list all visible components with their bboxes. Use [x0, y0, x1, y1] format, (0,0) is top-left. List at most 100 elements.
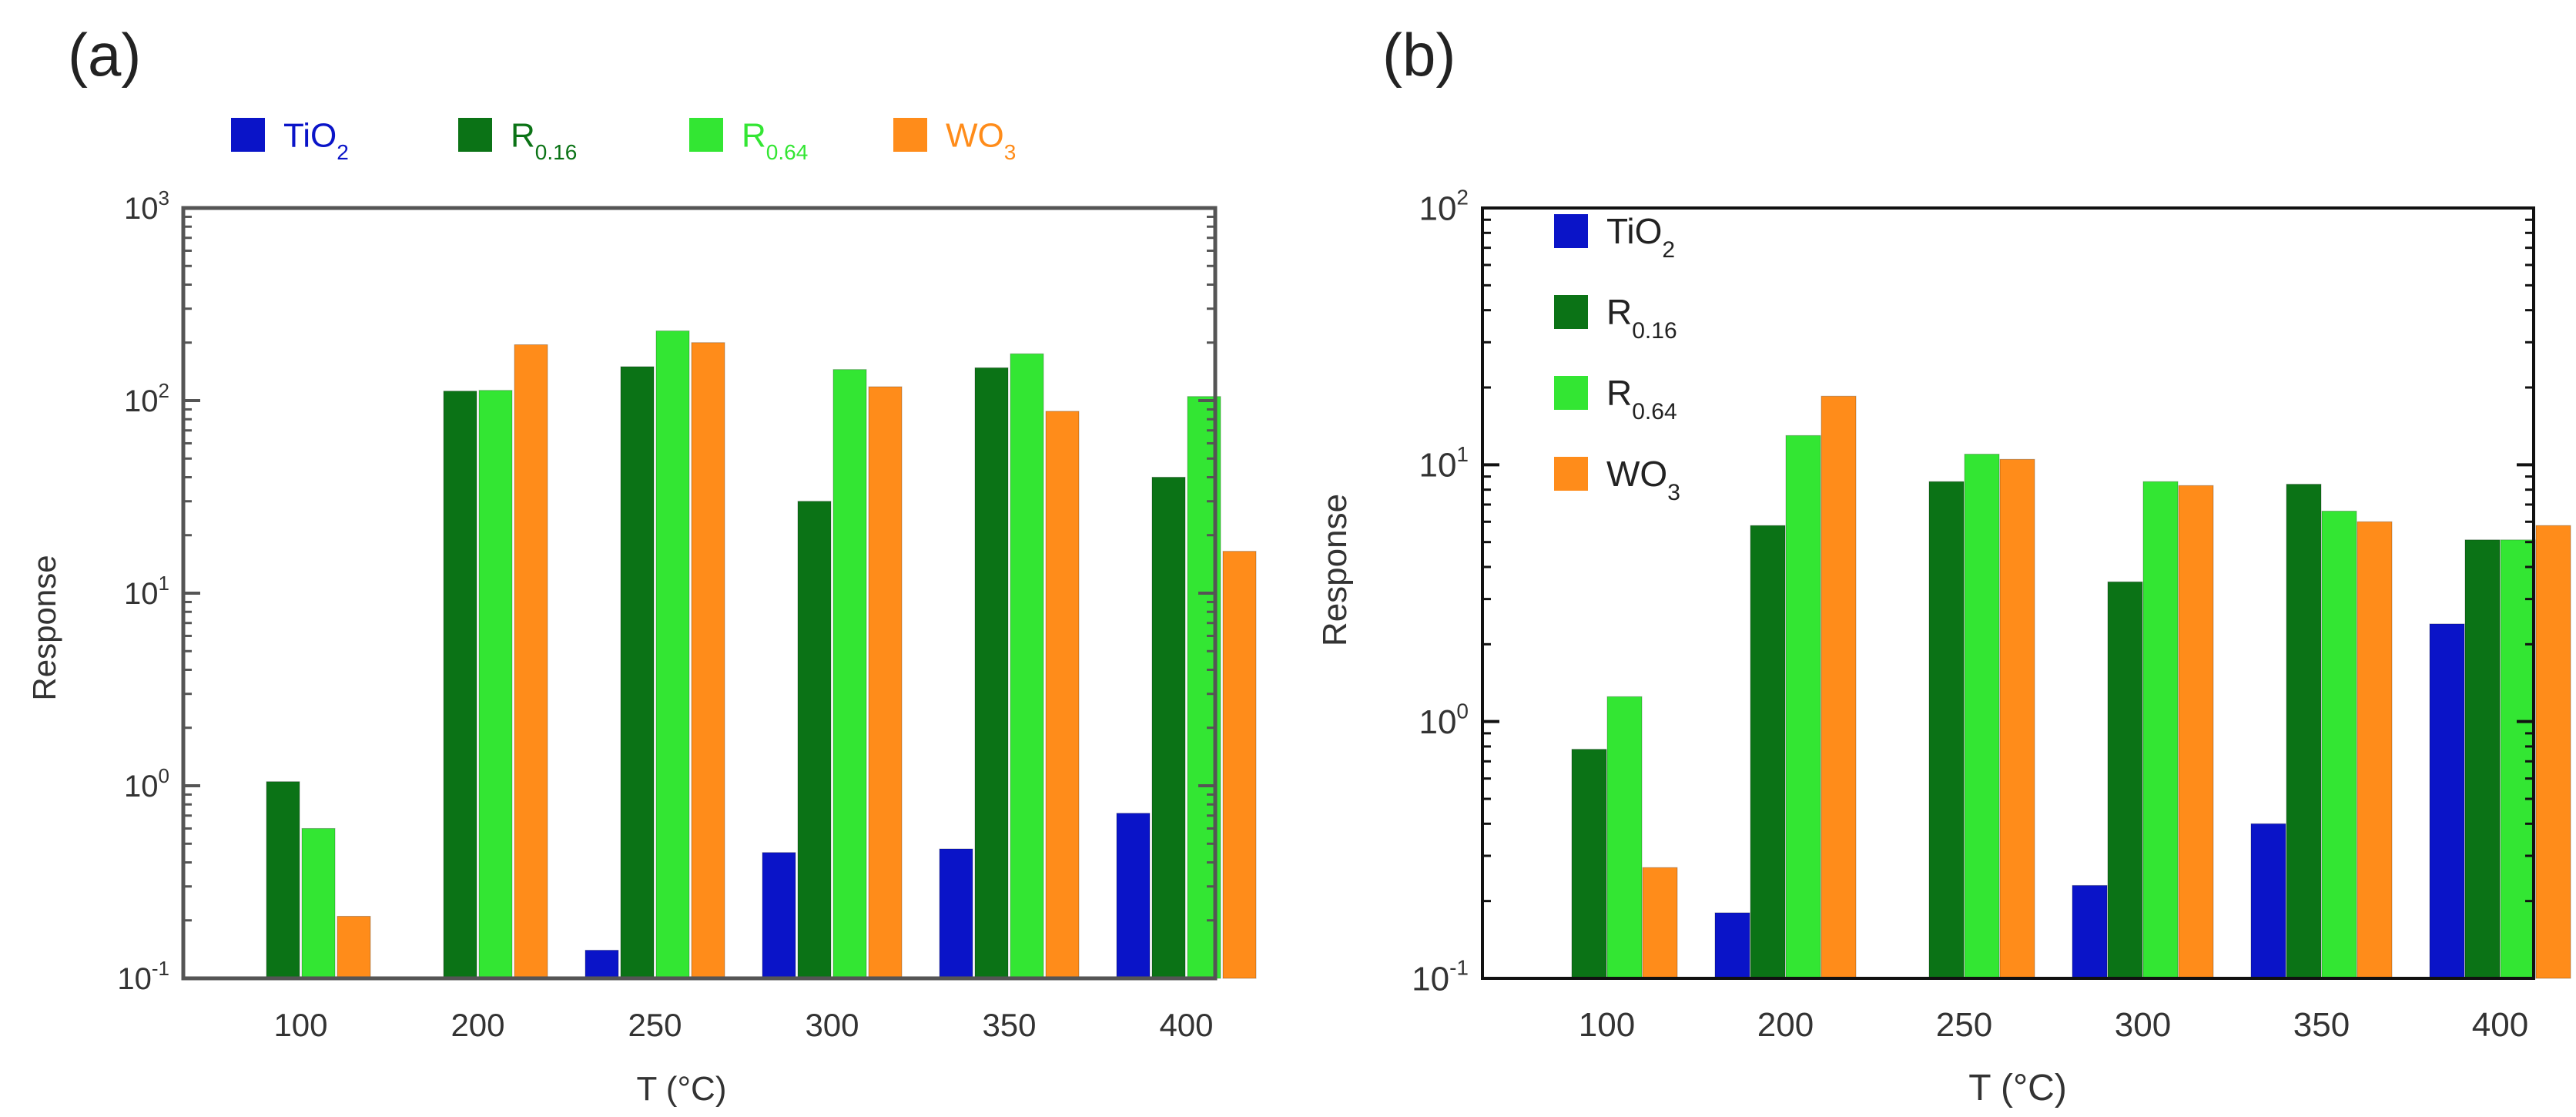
- legend-swatch-wo3: [893, 118, 927, 152]
- legend-label-r016: R0.16: [1606, 292, 1677, 344]
- bar-wo3-250: [691, 342, 725, 979]
- legend-swatch-tio2: [231, 118, 265, 152]
- bar-r016-300: [797, 501, 832, 979]
- x-tick-label-200: 200: [451, 1007, 504, 1043]
- bar-tio2-250: [585, 949, 619, 979]
- legend-label-r016: R0.16: [511, 116, 577, 164]
- plot-a-x-tick-labels: 100 200 250 300 350 400: [273, 1007, 1213, 1043]
- bar-wo3-300: [868, 386, 903, 979]
- plot-b-ylabel: Response: [1316, 494, 1354, 646]
- bar-wo3-350: [2357, 521, 2393, 979]
- bar-r016-250: [1928, 481, 1965, 979]
- legend-swatch-r016: [458, 118, 492, 152]
- bar-r064-350: [1010, 353, 1044, 979]
- legend-swatch-wo3: [1554, 457, 1588, 491]
- bar-tio2-400: [1116, 813, 1151, 979]
- plot-a-ylabel: Response: [26, 555, 62, 700]
- bar-tio2-350: [939, 848, 973, 979]
- plot-b-y-tick-labels: 10-1 100 101 102: [1412, 186, 1469, 998]
- x-tick-label-100: 100: [273, 1007, 327, 1043]
- x-tick-label-200: 200: [1757, 1006, 1814, 1044]
- plot-a-bars: [266, 330, 1257, 979]
- bar-r016-200: [443, 391, 477, 979]
- legend-label-wo3: WO3: [1606, 454, 1680, 505]
- bar-r064-350: [2321, 510, 2357, 979]
- bar-r064-200: [478, 390, 513, 979]
- bar-r064-100: [301, 827, 336, 979]
- bar-wo3-400: [1222, 551, 1257, 979]
- bar-r064-250: [655, 330, 690, 979]
- bar-wo3-200: [514, 344, 548, 979]
- legend-swatch-tio2: [1554, 214, 1588, 248]
- bar-tio2-350: [2250, 823, 2286, 979]
- bar-r016-400: [2464, 539, 2501, 979]
- x-tick-label-100: 100: [1579, 1006, 1635, 1044]
- plot-b-ticks: [1482, 206, 2534, 980]
- bar-r016-250: [620, 366, 655, 979]
- panel-b: (b) 100 200 250 300 350 400 10-1 100 101 102 T (…: [1316, 21, 2571, 1109]
- bar-r064-200: [1785, 434, 1821, 979]
- plot-b-x-tick-labels: 100 200 250 300 350 400: [1579, 1006, 2528, 1044]
- x-tick-label-300: 300: [805, 1007, 859, 1043]
- bar-wo3-100: [337, 915, 371, 979]
- x-tick-label-350: 350: [2293, 1006, 2350, 1044]
- bar-wo3-350: [1045, 411, 1080, 979]
- legend-swatch-r064: [689, 118, 723, 152]
- bar-r064-250: [1964, 454, 2000, 979]
- bar-wo3-300: [2178, 485, 2214, 979]
- legend-label-tio2: TiO2: [283, 116, 349, 164]
- plot-a-ticks: [183, 206, 1215, 980]
- legend-swatch-r064: [1554, 376, 1588, 410]
- y-tick-label: 10-1: [117, 957, 169, 996]
- y-tick-label: 100: [124, 764, 169, 803]
- bar-wo3-200: [1821, 395, 1857, 979]
- x-tick-label-250: 250: [1936, 1006, 1992, 1044]
- bar-r016-200: [1750, 525, 1786, 979]
- x-tick-label-400: 400: [1159, 1007, 1213, 1043]
- plot-b-bars: [1571, 395, 2571, 979]
- bar-r064-300: [2142, 481, 2179, 979]
- plot-b-frame: [1481, 206, 2535, 980]
- bar-r064-300: [832, 369, 867, 979]
- bar-r016-350: [974, 367, 1009, 979]
- y-tick-label: 101: [1419, 442, 1469, 485]
- plot-a-legend: TiO2 R0.16 R0.64 WO3: [231, 116, 1016, 164]
- legend-label-r064: R0.64: [742, 116, 808, 164]
- legend-label-r064: R0.64: [1606, 373, 1677, 424]
- bar-wo3-100: [1642, 867, 1678, 979]
- y-tick-label: 101: [124, 572, 169, 611]
- bar-r016-100: [1571, 749, 1607, 979]
- legend-label-tio2: TiO2: [1606, 211, 1675, 263]
- bar-r064-100: [1606, 696, 1643, 979]
- bar-r064-400: [2500, 539, 2536, 979]
- legend-swatch-r016: [1554, 295, 1588, 329]
- panel-b-label: (b): [1382, 21, 1455, 89]
- y-tick-label: 102: [124, 379, 169, 418]
- plot-a-xlabel: T (°C): [637, 1070, 727, 1108]
- bar-r016-300: [2107, 581, 2143, 979]
- x-tick-label-350: 350: [982, 1007, 1036, 1043]
- plot-a-y-tick-labels: 10-1 100 101 102 103: [117, 186, 169, 996]
- x-tick-label-400: 400: [2472, 1006, 2528, 1044]
- plot-b-xlabel: T (°C): [1968, 1068, 2067, 1109]
- x-tick-label-300: 300: [2115, 1006, 2171, 1044]
- panel-a-label: (a): [68, 21, 141, 89]
- bar-wo3-400: [2535, 525, 2571, 979]
- bar-tio2-400: [2429, 623, 2465, 979]
- y-tick-label: 103: [124, 186, 169, 226]
- panel-a: (a) 100 200 250 300 350 400 10-1100101102103 …: [26, 21, 1257, 1108]
- y-tick-label: 102: [1419, 186, 1469, 228]
- bar-r016-400: [1151, 476, 1186, 979]
- legend-label-wo3: WO3: [946, 116, 1016, 164]
- bar-r016-350: [2286, 484, 2322, 979]
- bar-wo3-250: [1999, 458, 2035, 979]
- x-tick-label-250: 250: [628, 1007, 682, 1043]
- y-tick-label: 100: [1419, 699, 1469, 741]
- bar-tio2-200: [1714, 912, 1750, 979]
- bar-tio2-300: [2072, 884, 2108, 979]
- plot-b-legend: TiO2 R0.16 R0.64 WO3: [1554, 211, 1680, 505]
- bar-tio2-300: [762, 852, 796, 979]
- y-tick-label: 10-1: [1412, 956, 1469, 998]
- bar-r016-100: [266, 781, 300, 979]
